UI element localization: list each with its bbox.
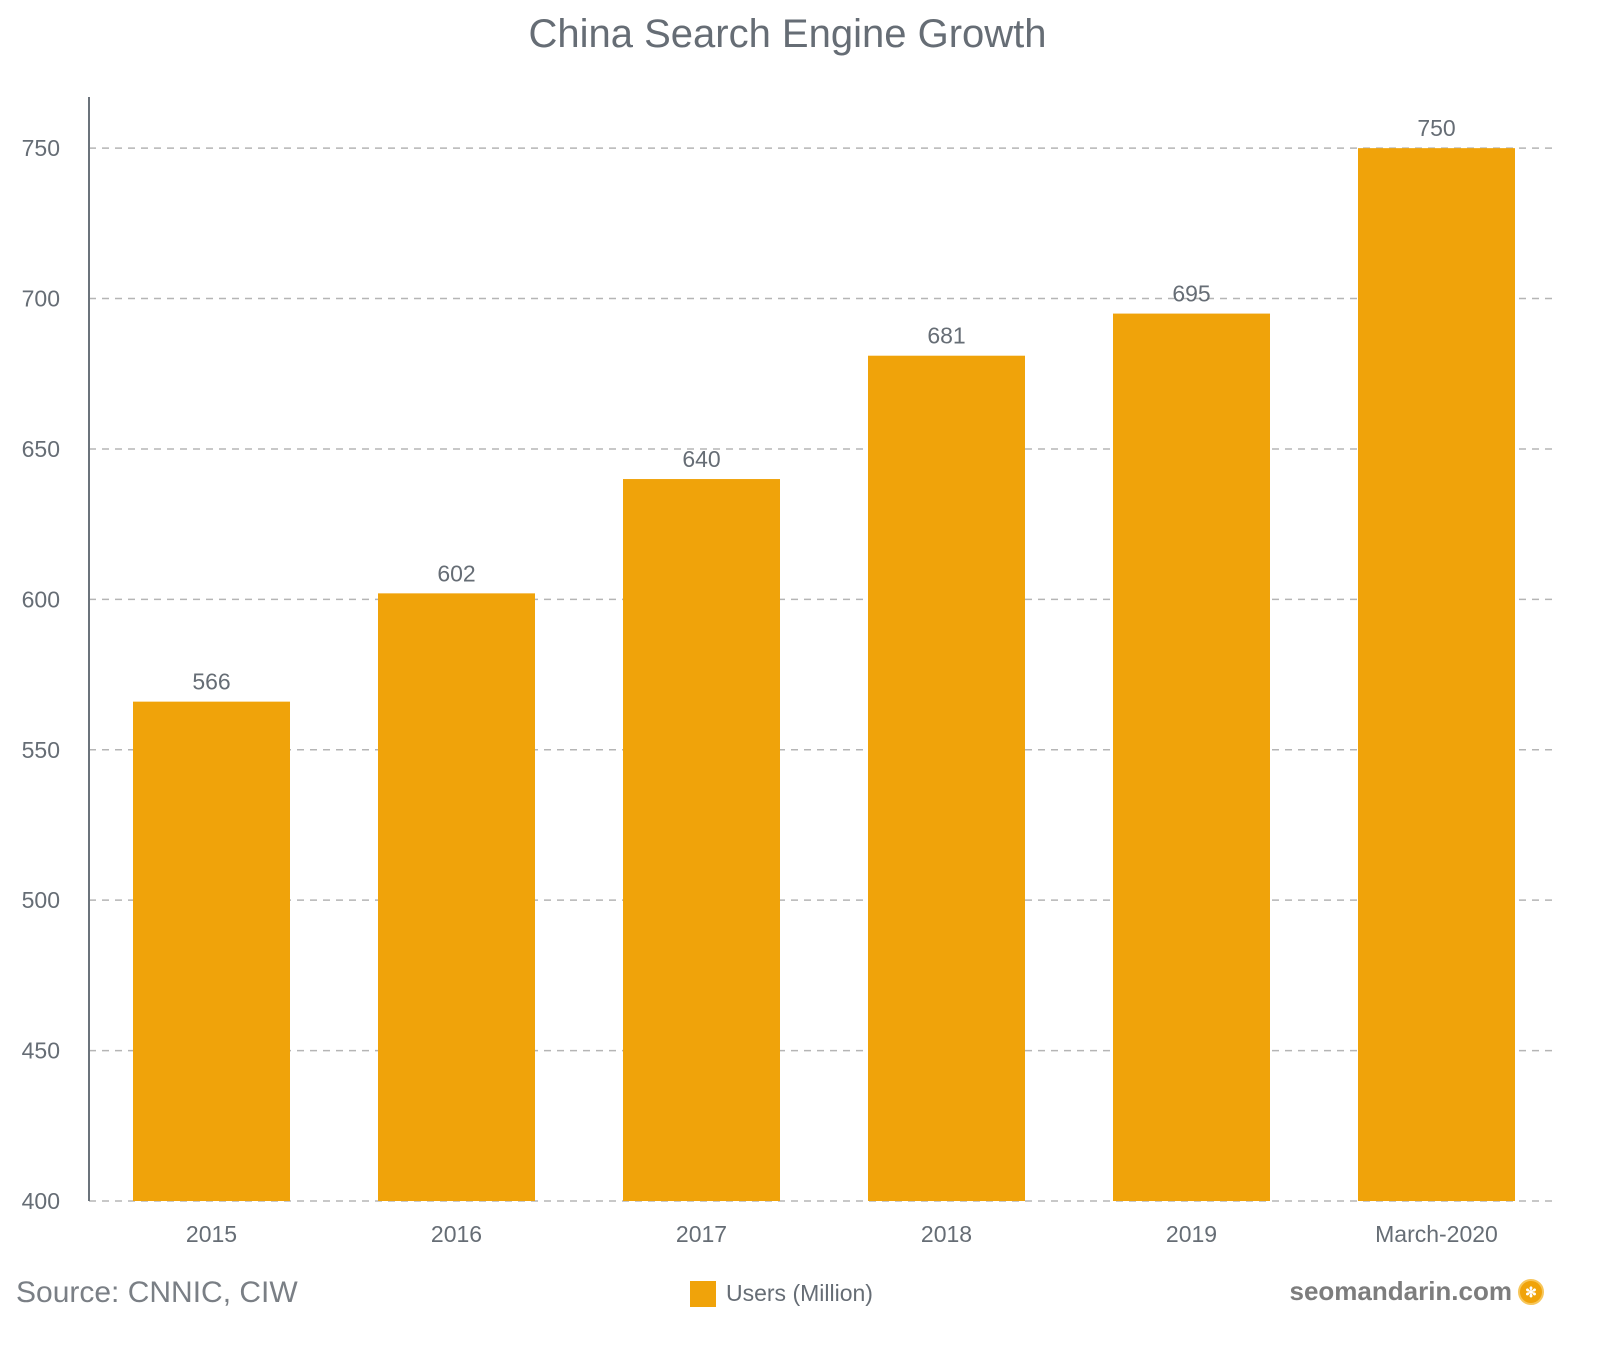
bar	[133, 701, 290, 1201]
y-tick-label: 700	[22, 286, 60, 312]
source-note: Source: CNNIC, CIW	[16, 1276, 298, 1309]
data-label: 602	[437, 560, 475, 586]
chart-title: China Search Engine Growth	[528, 12, 1047, 56]
bar	[1113, 313, 1270, 1201]
bar	[378, 593, 535, 1201]
y-tick-label: 500	[22, 887, 60, 913]
legend-label: Users (Million)	[726, 1280, 873, 1306]
x-tick-label: 2019	[1166, 1221, 1217, 1247]
legend: Users (Million)	[690, 1280, 873, 1307]
legend-swatch	[690, 1280, 716, 1307]
bar	[868, 355, 1025, 1201]
x-tick-label: March-2020	[1375, 1221, 1498, 1247]
data-label: 640	[682, 446, 720, 472]
brand-logo: seomandarin.com ✻	[1289, 1276, 1544, 1307]
y-tick-label: 750	[22, 135, 60, 161]
pinwheel-logo-icon: ✻	[1518, 1278, 1544, 1305]
data-label: 695	[1172, 281, 1210, 307]
y-tick-label: 650	[22, 436, 60, 462]
x-tick-label: 2015	[186, 1221, 237, 1247]
data-label: 566	[192, 669, 230, 695]
y-tick-label: 450	[22, 1038, 60, 1064]
y-tick-label: 600	[22, 586, 60, 612]
bar	[1358, 148, 1515, 1202]
y-tick-label: 550	[22, 737, 60, 763]
brand-text: seomandarin.com	[1289, 1276, 1512, 1306]
bar	[623, 479, 780, 1201]
x-tick-label: 2017	[676, 1221, 727, 1247]
x-tick-label: 2016	[431, 1221, 482, 1247]
y-tick-label: 400	[22, 1188, 60, 1214]
x-tick-label: 2018	[921, 1221, 972, 1247]
data-label: 750	[1417, 115, 1455, 141]
data-label: 681	[927, 323, 965, 349]
